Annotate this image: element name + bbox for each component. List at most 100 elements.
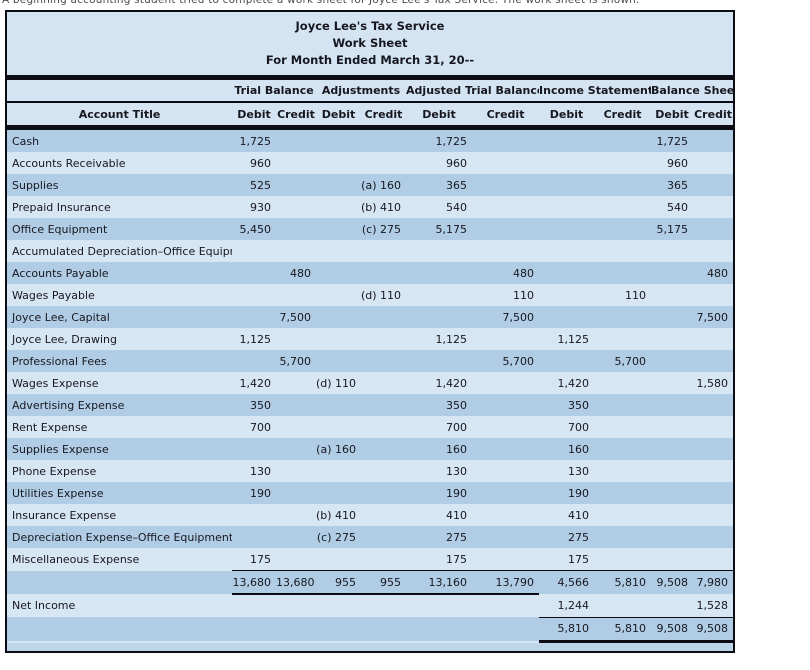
amount-cell-adjustments_credit — [361, 548, 406, 571]
amount-cell-trial_balance_credit — [276, 526, 316, 548]
amount-cell-adjustments_credit: (b) 410 — [361, 196, 406, 218]
caption-text: A beginning accounting student tried to … — [2, 0, 640, 6]
amount-cell-balance_sheet_credit: 7,980 — [693, 570, 733, 594]
amount-cell-trial_balance_debit — [232, 262, 276, 284]
amount-cell-adjustments_credit — [361, 328, 406, 350]
amount-cell-adjusted_trial_balance_debit — [406, 594, 472, 617]
amount-cell-adjusted_trial_balance_credit: 480 — [472, 262, 539, 284]
amount-cell-income_statement_credit — [594, 306, 651, 328]
amount-cell-trial_balance_credit — [276, 617, 316, 641]
account-cell: Cash — [7, 130, 232, 152]
amount-cell-income_statement_credit: 5,700 — [594, 350, 651, 372]
worksheet-subtitle: Work Sheet — [332, 36, 408, 50]
column-subheader-row: Account Title Debit Credit Debit Credit Debit… — [7, 102, 734, 125]
credit-subheader: Credit — [361, 102, 407, 125]
column-group-header: Trial Balance — [232, 80, 317, 103]
amount-cell-income_statement_credit — [594, 548, 651, 571]
amount-cell-trial_balance_credit — [276, 218, 316, 240]
amount-cell-balance_sheet_credit: 7,500 — [693, 306, 733, 328]
amount-cell-balance_sheet_debit — [651, 372, 693, 394]
amount-cell-adjustments_debit — [316, 152, 361, 174]
amount-cell-trial_balance_credit — [276, 372, 316, 394]
amount-cell-income_statement_debit — [539, 218, 594, 240]
amount-cell-adjusted_trial_balance_debit — [406, 240, 472, 262]
column-group-row: Trial Balance Adjustments Adjusted Trial B… — [7, 80, 734, 103]
amount-cell-adjustments_debit — [316, 594, 361, 617]
amount-cell-trial_balance_credit — [276, 394, 316, 416]
amount-cell-balance_sheet_credit — [693, 548, 733, 571]
amount-cell-adjustments_debit — [316, 130, 361, 152]
amount-cell-adjusted_trial_balance_credit — [472, 438, 539, 460]
amount-cell-adjusted_trial_balance_debit — [406, 306, 472, 328]
amount-cell-adjusted_trial_balance_debit: 350 — [406, 394, 472, 416]
table-row: Advertising Expense 350 350 350 — [7, 394, 733, 416]
amount-cell-adjustments_credit — [361, 617, 406, 641]
amount-cell-income_statement_debit: 275 — [539, 526, 594, 548]
amount-cell-income_statement_credit — [594, 594, 651, 617]
amount-cell-income_statement_credit — [594, 416, 651, 438]
amount-cell-balance_sheet_credit — [693, 504, 733, 526]
amount-cell-adjustments_credit — [361, 262, 406, 284]
amount-cell-income_statement_debit: 1,244 — [539, 594, 594, 617]
amount-cell-trial_balance_debit: 1,125 — [232, 328, 276, 350]
amount-cell-balance_sheet_debit — [651, 328, 693, 350]
amount-cell-trial_balance_debit: 525 — [232, 174, 276, 196]
amount-cell-income_statement_debit: 160 — [539, 438, 594, 460]
amount-cell-adjustments_debit — [316, 240, 361, 262]
amount-cell-trial_balance_credit — [276, 416, 316, 438]
amount-cell-income_statement_debit: 130 — [539, 460, 594, 482]
amount-cell-income_statement_credit — [594, 196, 651, 218]
account-cell: Advertising Expense — [7, 394, 232, 416]
amount-cell-income_statement_debit: 190 — [539, 482, 594, 504]
amount-cell-income_statement_debit: 4,566 — [539, 570, 594, 594]
amount-cell-income_statement_credit — [594, 504, 651, 526]
amount-cell-adjusted_trial_balance_credit: 5,700 — [472, 350, 539, 372]
column-group-header: Income Statement — [539, 80, 652, 103]
amount-cell-adjusted_trial_balance_credit — [472, 240, 539, 262]
amount-cell-trial_balance_credit — [276, 284, 316, 306]
amount-cell-trial_balance_credit: 7,500 — [276, 306, 316, 328]
account-cell: Wages Payable — [7, 284, 232, 306]
amount-cell-balance_sheet_debit — [651, 262, 693, 284]
table-row: Accounts Receivable 960 960 960 — [7, 152, 733, 174]
account-cell — [7, 570, 232, 594]
amount-cell-adjustments_credit — [361, 416, 406, 438]
amount-cell-adjusted_trial_balance_debit: 175 — [406, 548, 472, 571]
amount-cell-trial_balance_credit — [276, 460, 316, 482]
account-cell: Supplies — [7, 174, 232, 196]
amount-cell-income_statement_debit — [539, 152, 594, 174]
amount-cell-adjusted_trial_balance_credit — [472, 594, 539, 617]
worksheet-body-table: Cash 1,725 1,725 1,725 Accounts Receivable 96… — [7, 130, 733, 643]
amount-cell-trial_balance_debit: 5,450 — [232, 218, 276, 240]
amount-cell-adjustments_debit: (b) 410 — [316, 504, 361, 526]
worksheet-title: Joyce Lee's Tax Service — [295, 19, 445, 33]
amount-cell-trial_balance_debit — [232, 350, 276, 372]
amount-cell-income_statement_credit — [594, 130, 651, 152]
amount-cell-balance_sheet_debit — [651, 416, 693, 438]
amount-cell-balance_sheet_debit: 5,175 — [651, 218, 693, 240]
amount-cell-income_statement_debit: 1,420 — [539, 372, 594, 394]
table-row: Utilities Expense 190 190 190 — [7, 482, 733, 504]
amount-cell-income_statement_debit — [539, 130, 594, 152]
amount-cell-adjustments_debit — [316, 328, 361, 350]
amount-cell-income_statement_debit — [539, 306, 594, 328]
amount-cell-trial_balance_credit — [276, 152, 316, 174]
amount-cell-income_statement_credit — [594, 240, 651, 262]
column-group-header: Adjusted Trial Balance — [406, 80, 540, 103]
amount-cell-trial_balance_debit: 960 — [232, 152, 276, 174]
amount-cell-income_statement_credit: 110 — [594, 284, 651, 306]
amount-cell-trial_balance_credit — [276, 504, 316, 526]
amount-cell-trial_balance_credit: 5,700 — [276, 350, 316, 372]
amount-cell-adjusted_trial_balance_credit — [472, 152, 539, 174]
amount-cell-income_statement_credit — [594, 438, 651, 460]
amount-cell-income_statement_debit — [539, 350, 594, 372]
amount-cell-trial_balance_credit — [276, 594, 316, 617]
amount-cell-adjusted_trial_balance_credit — [472, 504, 539, 526]
amount-cell-adjustments_credit — [361, 240, 406, 262]
account-cell: Joyce Lee, Drawing — [7, 328, 232, 350]
column-group-header: Balance Sheet — [651, 80, 734, 103]
amount-cell-adjustments_debit — [316, 416, 361, 438]
amount-cell-adjustments_credit — [361, 526, 406, 548]
amount-cell-income_statement_debit — [539, 174, 594, 196]
amount-cell-trial_balance_debit — [232, 504, 276, 526]
